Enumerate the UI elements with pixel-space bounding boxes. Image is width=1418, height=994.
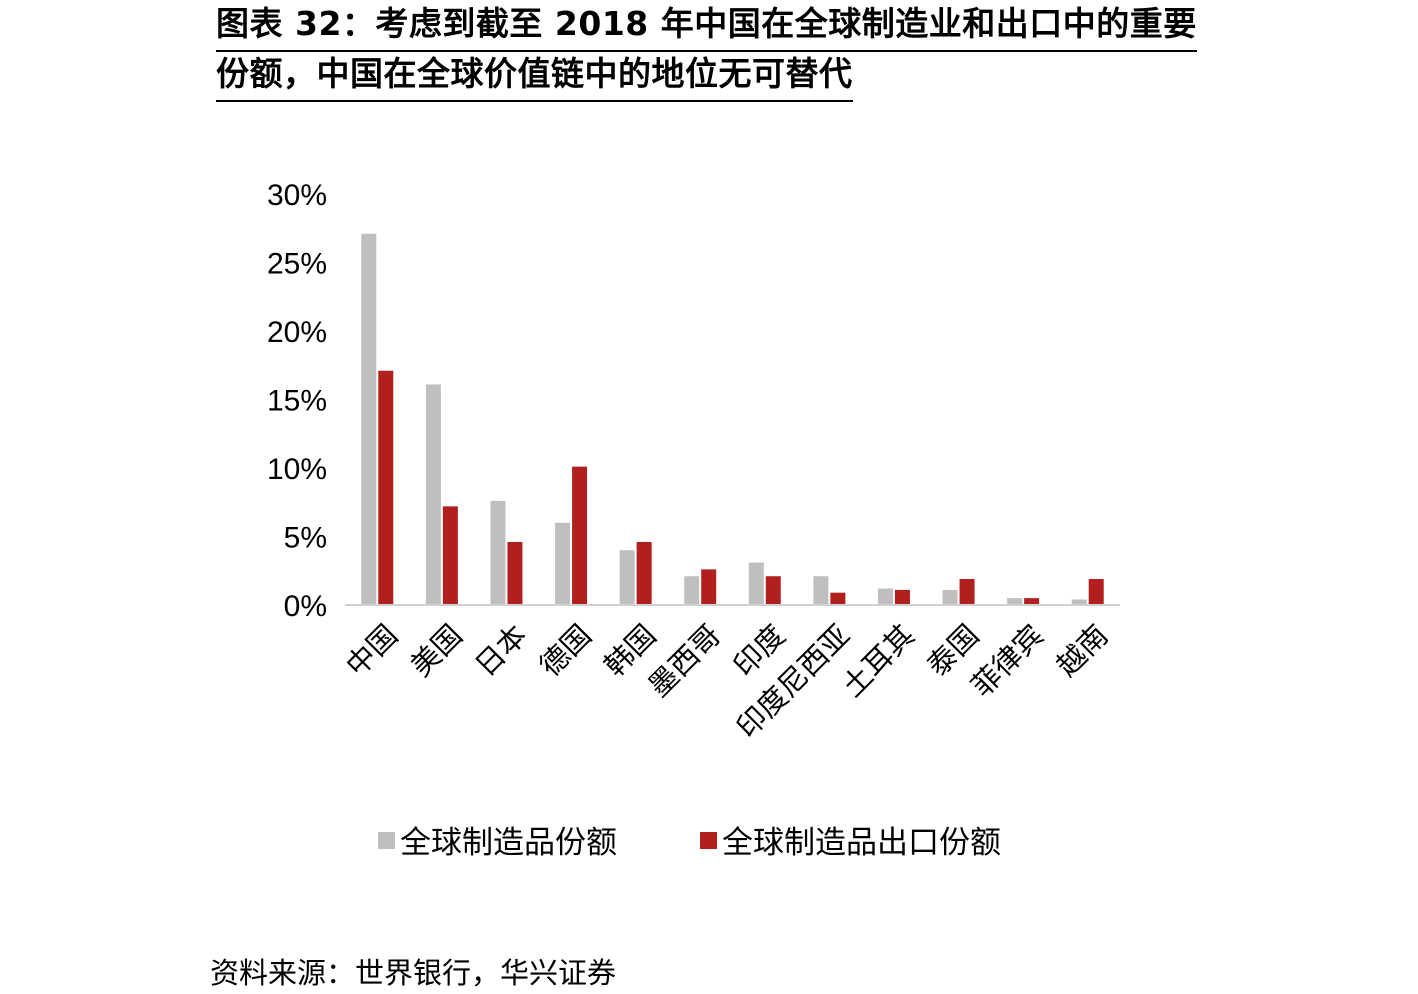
bar-manufacturing-share	[813, 576, 829, 605]
legend-label: 全球制造品出口份额	[722, 825, 1001, 861]
y-tick-label: 5%	[284, 522, 327, 555]
y-tick-label: 20%	[267, 316, 327, 349]
y-tick-label: 10%	[267, 453, 327, 486]
chart-title-line-2: 份额，中国在全球价值链中的地位无可替代	[216, 52, 853, 102]
x-tick-label: 日本	[468, 618, 533, 683]
legend-swatch	[700, 832, 717, 849]
bar-manufacturing-share	[555, 522, 571, 605]
bar-manufacturing-share	[877, 588, 893, 605]
x-tick-label: 德国	[533, 618, 598, 683]
bar-manufacturing-share	[619, 550, 635, 605]
bar-manufacturing-share	[748, 562, 764, 605]
x-tick-label: 越南	[1050, 618, 1115, 683]
bar-export-share	[572, 466, 588, 605]
bar-manufacturing-share	[490, 500, 506, 605]
bar-export-share	[636, 541, 652, 605]
bar-manufacturing-share	[425, 384, 441, 605]
chart-title: 图表 32：考虑到截至 2018 年中国在全球制造业和出口中的重要 份额，中国在…	[216, 2, 1197, 102]
bar-export-share	[507, 541, 523, 605]
source-note: 资料来源：世界银行，华兴证券	[210, 956, 617, 990]
x-tick-label: 菲律宾	[965, 618, 1051, 704]
bar-manufacturing-share	[942, 589, 958, 605]
legend-swatch	[378, 832, 395, 849]
x-tick-label: 墨西哥	[642, 618, 728, 704]
bar-export-share	[1088, 578, 1104, 605]
bar-manufacturing-share	[1071, 599, 1087, 605]
chart-title-line-1: 图表 32：考虑到截至 2018 年中国在全球制造业和出口中的重要	[216, 2, 1197, 52]
bar-export-share	[1024, 598, 1040, 605]
x-tick-label: 中国	[339, 618, 404, 683]
bar-export-share	[378, 370, 394, 605]
bar-manufacturing-share	[1007, 598, 1023, 605]
legend-label: 全球制造品份额	[400, 825, 617, 861]
bar-export-share	[701, 569, 717, 605]
bar-export-share	[830, 592, 846, 605]
x-tick-label: 美国	[404, 618, 469, 683]
y-tick-label: 0%	[284, 590, 327, 623]
bar-manufacturing-share	[684, 576, 700, 605]
bar-export-share	[765, 576, 781, 605]
y-tick-label: 15%	[267, 385, 327, 418]
y-tick-label: 25%	[267, 248, 327, 281]
x-tick-label: 土耳其	[835, 618, 921, 704]
bar-export-share	[959, 578, 975, 605]
bar-export-share	[442, 506, 458, 605]
y-tick-label: 30%	[267, 179, 327, 212]
bar-manufacturing-share	[361, 233, 377, 606]
bar-export-share	[894, 589, 910, 605]
